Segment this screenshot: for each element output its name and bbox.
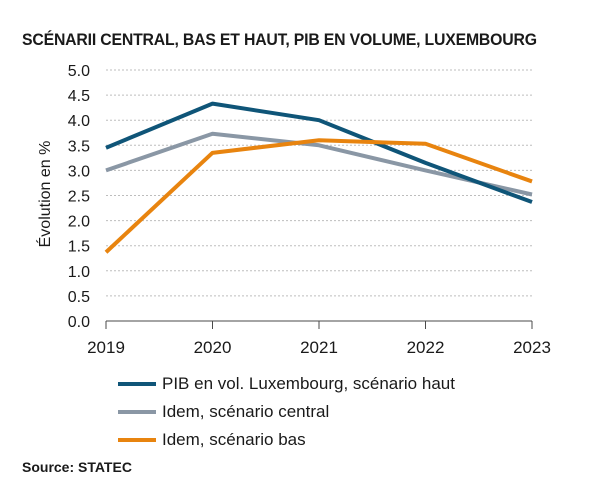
legend-item: Idem, scénario central — [118, 398, 455, 426]
y-tick-label: 0.0 — [68, 314, 90, 331]
series-lines — [104, 101, 533, 254]
y-tick-label: 0.5 — [68, 289, 90, 306]
y-tick-label: 4.5 — [68, 88, 90, 105]
y-tick-label: 1.5 — [68, 239, 90, 256]
y-tick-label: 2.5 — [68, 189, 90, 206]
chart-legend: PIB en vol. Luxembourg, scénario haut Ide… — [118, 370, 455, 454]
y-tick-label: 1.0 — [68, 264, 90, 281]
chart-title: SCÉNARII CENTRAL, BAS ET HAUT, PIB EN VO… — [22, 30, 537, 49]
legend-swatch — [118, 382, 156, 386]
x-tick-label: 2021 — [300, 338, 338, 357]
gridlines — [106, 69, 532, 297]
y-axis-label: Évolution en % — [35, 141, 54, 248]
x-axis-ticks: 2019 2020 2021 2022 2023 — [87, 321, 551, 357]
legend-item: Idem, scénario bas — [118, 426, 455, 454]
legend-label: PIB en vol. Luxembourg, scénario haut — [162, 374, 455, 393]
x-tick-label: 2023 — [513, 338, 551, 357]
y-tick-label: 5.0 — [68, 63, 90, 80]
x-tick-label: 2019 — [87, 338, 125, 357]
y-tick-label: 4.0 — [68, 113, 90, 130]
legend-swatch — [118, 438, 156, 442]
source-note: Source: STATEC — [22, 459, 132, 475]
y-axis-ticks: 0.0 0.5 1.0 1.5 2.0 2.5 3.0 3.5 4.0 4.5 5.0 — [68, 63, 90, 331]
series-line-1 — [105, 131, 533, 197]
y-tick-label: 3.5 — [68, 138, 90, 155]
legend-item: PIB en vol. Luxembourg, scénario haut — [118, 370, 455, 398]
series-line-0 — [105, 101, 533, 204]
legend-swatch — [118, 410, 156, 414]
x-tick-label: 2022 — [407, 338, 445, 357]
y-tick-label: 3.0 — [68, 163, 90, 180]
x-tick-label: 2020 — [194, 338, 232, 357]
legend-label: Idem, scénario central — [162, 402, 330, 421]
series-line-2 — [104, 138, 533, 254]
legend-label: Idem, scénario bas — [162, 430, 306, 449]
y-tick-label: 2.0 — [68, 214, 90, 231]
